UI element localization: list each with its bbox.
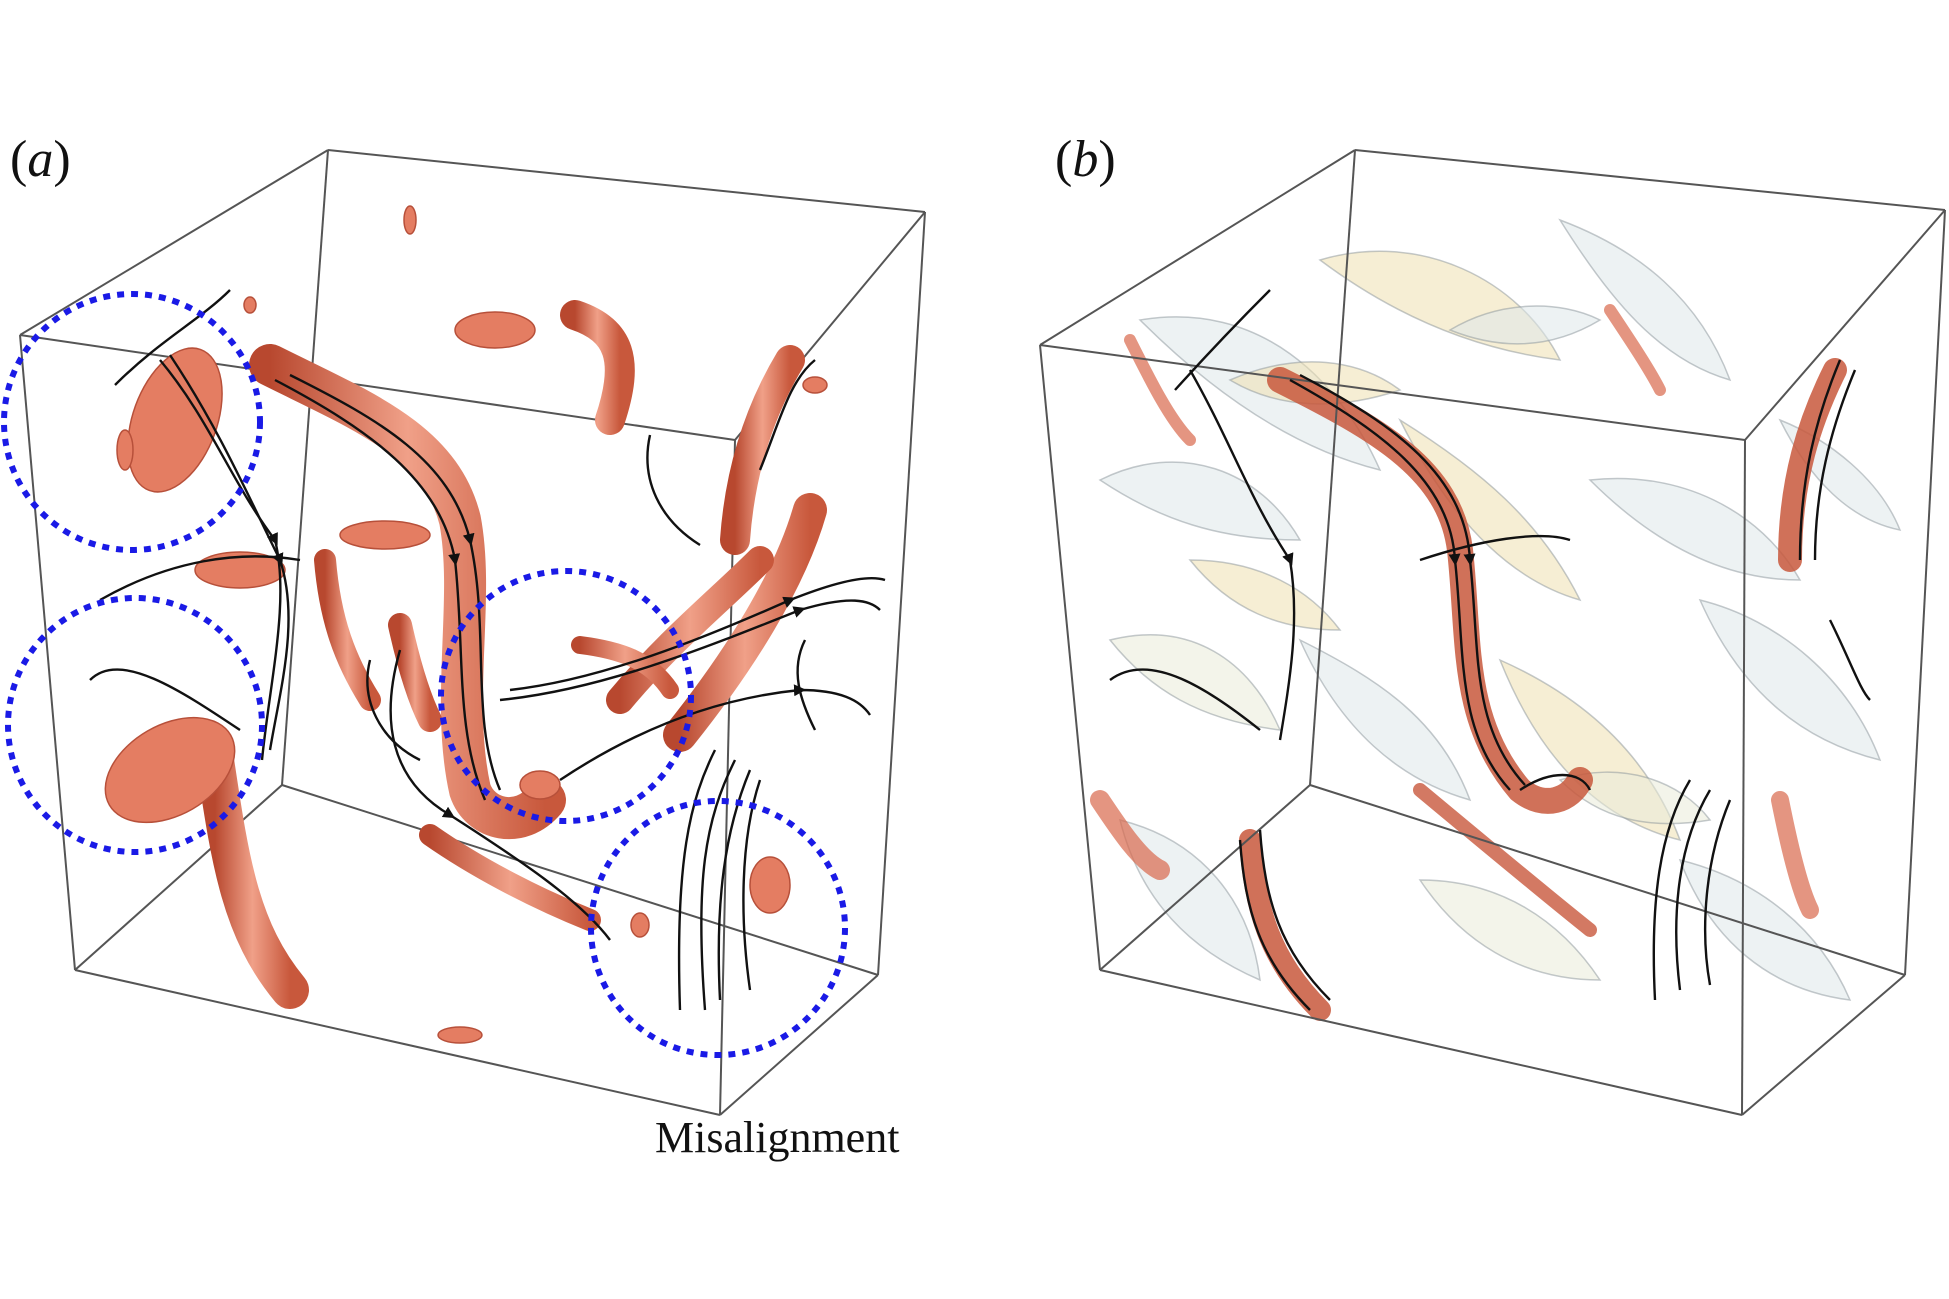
panel-b-isosurfaces [1098, 218, 1902, 1001]
vortex-tube [388, 613, 442, 732]
misalignment-circle [438, 568, 694, 824]
panel-a-label: (a) [10, 131, 71, 188]
streamline [99, 555, 301, 602]
panel-b [1039, 149, 1946, 1116]
vortex-tube [720, 345, 805, 555]
streamline [1419, 534, 1571, 562]
streamline [366, 659, 421, 762]
streamline [499, 599, 881, 702]
vortex-tube [663, 493, 827, 752]
vortex-tube [606, 546, 774, 714]
panel-a-letter: a [27, 131, 54, 188]
panel-a [1, 149, 926, 1116]
streamline [159, 359, 282, 761]
panel-b-letter: b [1072, 131, 1099, 188]
panel-b-label: (b) [1055, 131, 1116, 188]
vortex-core [1090, 790, 1170, 880]
streamline [796, 639, 817, 731]
panel-a-misalignment-circles [1, 291, 848, 1058]
vortex-tube [419, 824, 601, 931]
streamline [742, 779, 762, 991]
streamline [509, 577, 886, 692]
vortex-core [1413, 783, 1597, 937]
vortex-core [1124, 334, 1196, 446]
streamline [677, 749, 717, 1011]
streamline [1652, 779, 1692, 1001]
streamline [1813, 369, 1857, 561]
misalignment-circle [1, 291, 263, 553]
streamline [1675, 789, 1712, 991]
streamline [1828, 619, 1871, 701]
streamline [114, 289, 231, 386]
panel-a-streamlines [89, 289, 886, 1011]
misalignment-label: Misalignment [655, 1113, 900, 1162]
vortex-tube [571, 636, 679, 699]
panel-b-box [1039, 149, 1946, 1116]
streamline [89, 668, 241, 731]
streamline [289, 373, 502, 791]
vortex-core [1239, 829, 1331, 1021]
streamline [274, 378, 487, 801]
streamline [1289, 378, 1511, 791]
streamline [1798, 359, 1842, 561]
vortex-core [1771, 791, 1819, 919]
vortex-tube [249, 344, 566, 839]
misalignment-circle [588, 798, 848, 1058]
streamline [1519, 773, 1592, 791]
vortex-tube [560, 300, 635, 435]
streamline [1238, 839, 1311, 1011]
streamline [717, 769, 752, 1001]
vortex-tube [196, 741, 309, 1009]
streamline [646, 434, 701, 547]
vortex-tube [314, 549, 381, 711]
vortex-core [1604, 304, 1666, 396]
vortex-core [1267, 367, 1593, 814]
panel-a-vortex-blobs [104, 205, 828, 1044]
panel-b-streamlines [1109, 289, 1871, 1011]
streamline [1188, 369, 1296, 741]
panel-b-vortex-cores [1090, 304, 1847, 1021]
streamline [1109, 668, 1261, 731]
streamline [758, 359, 816, 471]
streamline [700, 759, 737, 1011]
streamline [1174, 289, 1271, 391]
streamline [1299, 373, 1526, 786]
misalignment-circle [5, 595, 265, 855]
streamline [1258, 829, 1331, 1001]
streamline [1704, 799, 1732, 986]
panel-a-vortex-tubes [196, 300, 827, 1009]
streamline [169, 354, 290, 751]
streamline [559, 684, 871, 781]
vortex-core [1778, 358, 1847, 572]
streamline [389, 649, 611, 941]
